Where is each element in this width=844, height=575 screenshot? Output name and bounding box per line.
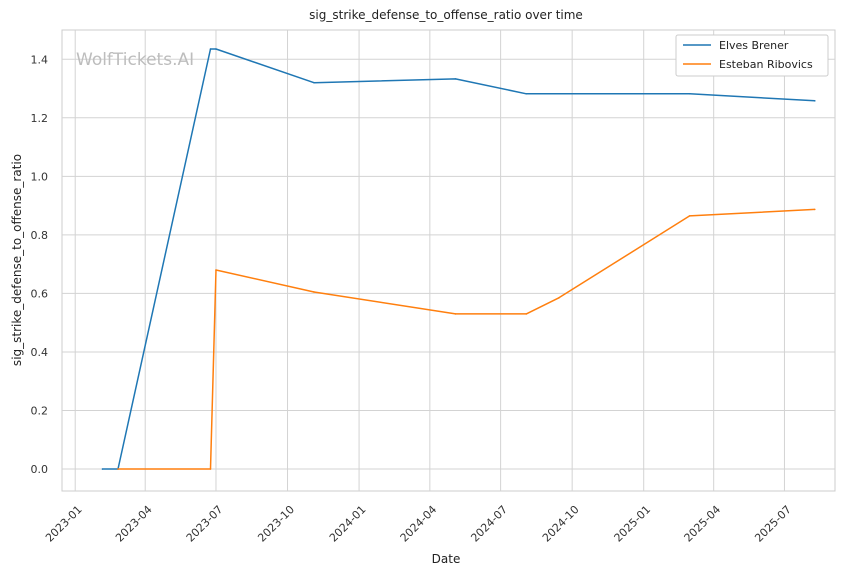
data-point [117, 468, 119, 470]
x-tick-label: 2023-07 [184, 503, 226, 545]
data-point [558, 297, 560, 299]
data-point [813, 208, 816, 211]
x-tick-label: 2023-10 [255, 503, 297, 545]
data-point [313, 81, 315, 84]
data-point [454, 78, 457, 80]
x-tick-label: 2024-01 [327, 503, 369, 545]
series-lines [101, 48, 816, 470]
x-tick-label: 2024-07 [468, 503, 510, 545]
y-tick-labels: 0.0 0.2 0.4 0.6 0.8 1.0 1.2 1.4 [31, 53, 49, 476]
data-point [525, 93, 528, 95]
x-axis-title: Date [432, 552, 461, 566]
legend-box [675, 34, 829, 77]
y-tick-label: 0.0 [31, 463, 49, 476]
chart-title: sig_strike_defense_to_offense_ratio over… [309, 8, 583, 22]
y-tick-label: 1.4 [31, 53, 49, 66]
legend: Elves Brener Esteban Ribovics [675, 34, 829, 77]
data-point [813, 100, 816, 102]
x-tick-label: 2025-04 [682, 503, 724, 545]
data-point [454, 313, 457, 315]
data-point [215, 269, 217, 271]
data-point [215, 48, 217, 50]
y-tick-label: 0.2 [31, 405, 49, 418]
data-point [209, 468, 212, 470]
y-tick-label: 0.8 [31, 229, 49, 242]
x-tick-label: 2024-10 [540, 503, 582, 545]
y-axis-title: sig_strike_defense_to_offense_ratio [10, 154, 24, 366]
data-point [313, 291, 315, 293]
y-tick-label: 0.4 [31, 346, 49, 359]
x-gridlines [74, 30, 785, 491]
x-tick-label: 2023-04 [113, 503, 155, 545]
x-tick-labels: 2023-01 2023-04 2023-07 2023-10 2024-01 2024-… [43, 503, 794, 545]
x-tick-label: 2023-01 [43, 503, 85, 545]
x-tick-label: 2025-01 [612, 503, 654, 545]
data-point [688, 93, 691, 95]
data-point [525, 313, 528, 315]
data-point [101, 468, 104, 470]
y-tick-label: 1.2 [31, 112, 49, 125]
y-tick-label: 1.0 [31, 170, 49, 183]
data-point [688, 215, 691, 217]
watermark: WolfTickets.AI [76, 50, 194, 70]
data-point [209, 48, 212, 50]
x-tick-label: 2025-07 [752, 503, 794, 545]
legend-label: Esteban Ribovics [719, 58, 813, 71]
legend-label: Elves Brener [719, 39, 789, 52]
y-tick-label: 0.6 [31, 287, 49, 300]
plot-area [61, 29, 836, 492]
x-tick-label: 2024-04 [398, 503, 440, 545]
